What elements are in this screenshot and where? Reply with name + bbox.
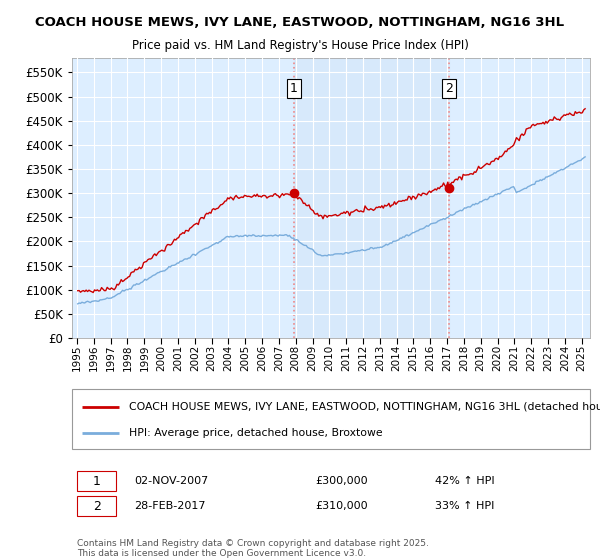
Bar [77,497,116,516]
Text: £310,000: £310,000 [316,501,368,511]
Text: 33% ↑ HPI: 33% ↑ HPI [434,501,494,511]
Text: £300,000: £300,000 [316,476,368,486]
Text: 42% ↑ HPI: 42% ↑ HPI [434,476,494,486]
Text: 1: 1 [92,475,101,488]
Text: 1: 1 [290,82,298,95]
Bar [77,472,116,491]
Text: 02-NOV-2007: 02-NOV-2007 [134,476,208,486]
Text: Price paid vs. HM Land Registry's House Price Index (HPI): Price paid vs. HM Land Registry's House … [131,39,469,52]
Text: 2: 2 [445,82,453,95]
Text: 2: 2 [92,500,101,513]
Text: Contains HM Land Registry data © Crown copyright and database right 2025.
This d: Contains HM Land Registry data © Crown c… [77,539,429,558]
Text: COACH HOUSE MEWS, IVY LANE, EASTWOOD, NOTTINGHAM, NG16 3HL (detached house): COACH HOUSE MEWS, IVY LANE, EASTWOOD, NO… [129,402,600,412]
Bar [293,58,449,338]
Text: 28-FEB-2017: 28-FEB-2017 [134,501,206,511]
Text: COACH HOUSE MEWS, IVY LANE, EASTWOOD, NOTTINGHAM, NG16 3HL: COACH HOUSE MEWS, IVY LANE, EASTWOOD, NO… [35,16,565,29]
Text: HPI: Average price, detached house, Broxtowe: HPI: Average price, detached house, Brox… [129,428,383,438]
